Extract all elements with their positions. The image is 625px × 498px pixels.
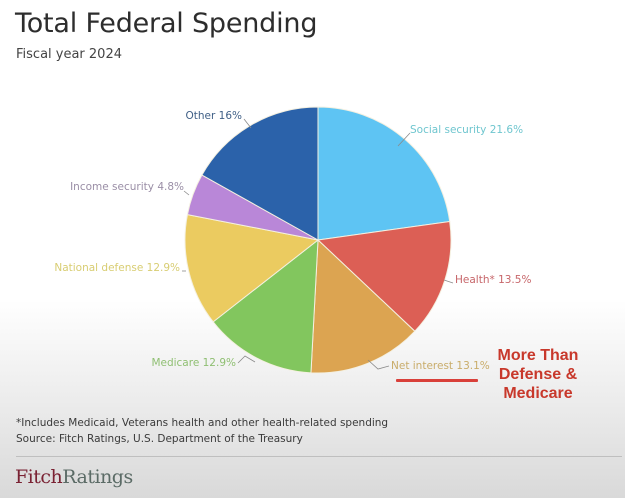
- source-note: Source: Fitch Ratings, U.S. Department o…: [16, 433, 303, 445]
- pie-slice-net-interest: [310, 238, 416, 374]
- pie-slice-medicare: [212, 238, 319, 374]
- leader-line: [237, 355, 256, 364]
- pie-slice-social-security: [317, 106, 451, 241]
- chart-title: Total Federal Spending: [15, 8, 318, 39]
- chart-subtitle: Fiscal year 2024: [16, 47, 122, 62]
- slice-label: Income security 4.8%: [70, 181, 184, 193]
- slice-label: Other 16%: [186, 110, 243, 122]
- fitch-ratings-logo: FitchRatings: [15, 466, 133, 488]
- net-interest-highlight-underline: [396, 379, 478, 382]
- leader-line: [243, 118, 252, 129]
- callout-annotation: More Than Defense & Medicare: [497, 347, 579, 402]
- footnote: *Includes Medicaid, Veterans health and …: [16, 417, 389, 429]
- slice-label: Medicare 12.9%: [151, 357, 236, 369]
- slice-label: Health* 13.5%: [455, 274, 531, 286]
- slice-label: Net interest 13.1%: [391, 360, 490, 372]
- leader-line: [443, 279, 454, 284]
- leader-line: [183, 190, 190, 196]
- pie-slice-national-defense: [184, 214, 320, 323]
- pie-slice-other: [201, 106, 319, 241]
- footer-divider: [16, 456, 622, 457]
- logo-fitch: Fitch: [15, 466, 63, 488]
- leader-line: [367, 359, 390, 370]
- slice-label: National defense 12.9%: [54, 262, 180, 274]
- slice-label: Social security 21.6%: [410, 124, 523, 136]
- logo-ratings: Ratings: [62, 466, 133, 488]
- leader-line: [397, 132, 411, 147]
